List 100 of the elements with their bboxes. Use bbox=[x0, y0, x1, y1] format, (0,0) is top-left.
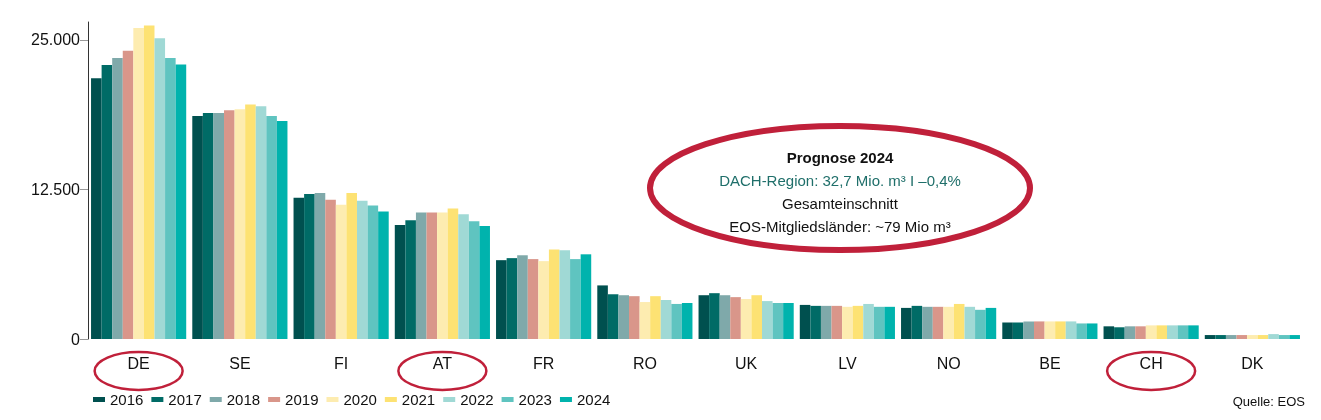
bar bbox=[378, 211, 389, 339]
x-tick-label: LV bbox=[838, 354, 857, 372]
bar bbox=[1065, 321, 1077, 339]
bar bbox=[293, 197, 305, 339]
bar bbox=[852, 305, 864, 339]
bar bbox=[133, 27, 144, 339]
bar bbox=[1247, 335, 1258, 339]
bar bbox=[772, 302, 784, 339]
bar bbox=[346, 193, 357, 339]
bar bbox=[143, 25, 155, 339]
source-note: Quelle: EOS bbox=[1232, 394, 1306, 409]
bar bbox=[224, 110, 235, 339]
bar bbox=[122, 50, 134, 339]
bar bbox=[1145, 325, 1157, 339]
y-tick-label: 12.500 bbox=[31, 180, 81, 198]
bar bbox=[559, 250, 571, 339]
bar bbox=[1225, 335, 1237, 339]
bar bbox=[304, 193, 315, 339]
bar bbox=[91, 78, 102, 339]
bar bbox=[1177, 325, 1189, 339]
bar bbox=[1204, 335, 1216, 339]
annotation: Prognose 2024 bbox=[786, 149, 895, 166]
bar bbox=[538, 261, 549, 339]
bar bbox=[1257, 335, 1269, 339]
bar bbox=[314, 193, 326, 339]
bar bbox=[202, 112, 214, 339]
x-tick-label: SE bbox=[229, 354, 251, 372]
bar bbox=[1124, 326, 1136, 339]
legend-label: 2016 bbox=[110, 391, 144, 408]
bar bbox=[255, 106, 267, 339]
bar bbox=[629, 296, 640, 339]
bar bbox=[1055, 321, 1066, 339]
bar bbox=[639, 302, 651, 339]
bar bbox=[911, 305, 923, 339]
bar bbox=[458, 214, 469, 339]
bar bbox=[175, 64, 187, 339]
legend-label: 2023 bbox=[518, 391, 552, 408]
bar bbox=[1012, 322, 1024, 339]
bar bbox=[964, 306, 976, 339]
bar bbox=[698, 295, 710, 339]
x-tick-label: DK bbox=[1241, 354, 1264, 372]
y-tick-label: 0 bbox=[71, 330, 81, 348]
bar bbox=[943, 306, 954, 339]
bar bbox=[506, 258, 518, 339]
bar bbox=[234, 109, 246, 339]
bar bbox=[650, 296, 661, 339]
bar bbox=[975, 309, 986, 339]
bar bbox=[831, 305, 843, 339]
bar bbox=[1156, 325, 1167, 339]
bar bbox=[660, 300, 672, 339]
bar bbox=[1103, 326, 1115, 339]
legend-label: 2019 bbox=[285, 391, 319, 408]
annotation: DACH-Region: 32,7 Mio. m³ I –0,4% bbox=[719, 172, 961, 189]
legend-label: 2022 bbox=[460, 391, 494, 408]
bar bbox=[548, 249, 560, 339]
bar bbox=[761, 301, 773, 339]
bar bbox=[1236, 335, 1248, 339]
x-tick-label: BE bbox=[1039, 354, 1061, 372]
bar bbox=[276, 120, 288, 339]
legend-label: 2018 bbox=[226, 391, 261, 408]
x-tick-label: UK bbox=[735, 354, 758, 372]
x-tick-label: NO bbox=[936, 354, 961, 372]
x-tick-label: DE bbox=[127, 354, 150, 372]
bar bbox=[580, 254, 592, 339]
legend-label: 2024 bbox=[576, 391, 611, 408]
bar bbox=[426, 212, 438, 339]
bar bbox=[496, 260, 507, 339]
legend-label: 2017 bbox=[168, 391, 202, 408]
bar bbox=[415, 212, 427, 339]
bar bbox=[266, 116, 277, 339]
bar bbox=[842, 306, 853, 339]
bar bbox=[901, 307, 912, 339]
bar bbox=[922, 306, 933, 339]
bar bbox=[570, 259, 581, 339]
bar bbox=[681, 302, 693, 339]
bar bbox=[154, 38, 166, 339]
bar bbox=[618, 295, 630, 339]
bar bbox=[1278, 335, 1290, 339]
bar bbox=[820, 305, 832, 339]
bar bbox=[810, 305, 821, 339]
annotation: Gesamteinschnitt bbox=[782, 195, 899, 212]
bar bbox=[671, 303, 682, 339]
bar bbox=[985, 307, 997, 339]
bar bbox=[1268, 334, 1279, 339]
bar bbox=[709, 293, 720, 339]
x-tick-label: FR bbox=[532, 354, 555, 372]
bar bbox=[751, 295, 762, 339]
bar bbox=[884, 306, 895, 339]
bar bbox=[165, 57, 176, 339]
bar bbox=[468, 221, 480, 339]
legend-label: 2020 bbox=[343, 391, 377, 408]
bar bbox=[932, 306, 944, 339]
bar bbox=[953, 303, 965, 339]
bar bbox=[192, 116, 203, 339]
bar bbox=[367, 205, 379, 339]
bar bbox=[1135, 326, 1146, 339]
x-tick-label: FI bbox=[334, 354, 349, 372]
bar bbox=[437, 212, 448, 339]
bar bbox=[335, 204, 347, 339]
bar bbox=[213, 112, 225, 339]
